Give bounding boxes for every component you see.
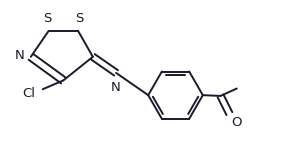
Text: N: N: [15, 49, 25, 62]
Text: S: S: [75, 12, 84, 25]
Text: N: N: [111, 81, 121, 94]
Text: S: S: [43, 12, 51, 25]
Text: O: O: [231, 116, 241, 129]
Text: Cl: Cl: [22, 87, 35, 100]
